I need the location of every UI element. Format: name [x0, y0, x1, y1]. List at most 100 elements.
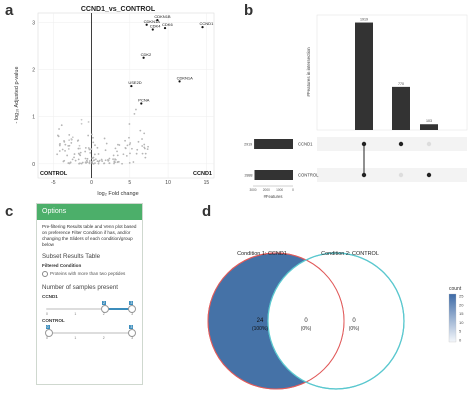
volcano-point	[80, 118, 83, 121]
volcano-point	[76, 140, 79, 142]
radio-icon[interactable]	[42, 271, 48, 277]
filtered-condition-label: Filtered Condition	[42, 263, 82, 268]
volcano-point	[112, 154, 115, 157]
volcano-point-label: CDK6	[162, 22, 173, 27]
volcano-point	[121, 162, 123, 165]
slider-track[interactable]	[46, 332, 133, 334]
volcano-point	[116, 161, 119, 163]
volcano-point	[77, 158, 80, 161]
volcano-point-label: CCND1	[200, 21, 215, 26]
volcano-point	[90, 148, 93, 151]
slider-track[interactable]	[46, 308, 133, 310]
volcano-point	[86, 161, 89, 163]
volcano-point	[73, 156, 75, 159]
panel-letter-d: d	[202, 203, 212, 220]
volcano-point	[68, 134, 71, 136]
venn-left-count: 24	[257, 318, 264, 324]
volcano-point	[116, 154, 119, 157]
upset-matrix-band	[317, 137, 467, 151]
volcano-point	[108, 157, 111, 160]
volcano-point	[87, 134, 90, 137]
volcano-point	[128, 123, 131, 125]
panel-letter-b: b	[244, 2, 254, 19]
volcano-point	[141, 152, 144, 155]
volcano-point	[101, 160, 104, 163]
volcano-point	[58, 150, 61, 152]
volcano-point	[64, 143, 67, 146]
volcano-plot-area	[37, 12, 215, 179]
venn-label-condition2: Condition 2: CONTROL	[321, 251, 379, 257]
volcano-point	[79, 154, 82, 157]
volcano-point	[143, 143, 146, 146]
upset-set-axis-tick: 3000	[249, 188, 256, 192]
volcano-point	[62, 160, 65, 163]
volcano-point	[87, 147, 90, 149]
upset-set-axis-tick: 1000	[276, 188, 283, 192]
volcano-point	[125, 154, 128, 157]
volcano-title: CCND1_vs_CONTROL	[81, 6, 156, 13]
volcano-point	[87, 121, 90, 123]
volcano-corner-left: CONTROL	[40, 171, 68, 177]
volcano-point	[107, 159, 110, 162]
volcano-point	[81, 161, 84, 164]
volcano-highlight-point	[130, 84, 133, 88]
volcano-point	[141, 138, 143, 140]
volcano-point	[97, 153, 100, 155]
volcano-corner-right: CCND1	[193, 171, 212, 177]
volcano-point	[137, 140, 140, 143]
volcano-point	[128, 161, 131, 164]
volcano-point	[68, 144, 71, 147]
volcano-point	[96, 146, 99, 149]
slider-high-handle[interactable]	[128, 329, 137, 337]
volcano-point	[85, 159, 88, 162]
volcano-point	[67, 148, 70, 150]
volcano-point	[86, 157, 89, 160]
volcano-point	[90, 133, 93, 136]
volcano-ylabel: - log₁₀ Adjusted p-value	[14, 66, 20, 123]
volcano-point	[112, 158, 114, 161]
volcano-point	[84, 147, 87, 149]
volcano-point	[66, 154, 69, 157]
slider-low-handle[interactable]	[44, 329, 53, 337]
panel-letter-a: a	[5, 2, 14, 19]
upset-set-name: CONTROL	[298, 173, 319, 178]
venn-intersection	[268, 260, 344, 382]
slider-low-handle[interactable]	[101, 305, 110, 313]
volcano-point-label: CDKN1B	[154, 14, 171, 19]
volcano-point	[92, 136, 94, 139]
upset-matrix-dot	[426, 141, 432, 147]
volcano-point	[114, 158, 116, 161]
volcano-point	[105, 142, 108, 145]
upset-set-axis-tick: 2000	[263, 188, 270, 192]
volcano-point	[91, 160, 93, 163]
volcano-point	[73, 153, 76, 155]
upset-ylabel: #Features in intersection	[306, 47, 311, 97]
volcano-point	[64, 149, 66, 152]
volcano-point-label: PCNA	[138, 98, 149, 103]
peptide-filter-radio[interactable]: Proteins with more than two peptides	[42, 271, 137, 277]
volcano-point	[113, 160, 116, 163]
volcano-highlight-point	[156, 18, 159, 22]
volcano-point	[74, 159, 77, 162]
volcano-point	[128, 136, 130, 139]
volcano-point	[131, 147, 133, 150]
volcano-y-tick: 0	[32, 162, 35, 168]
venn-right-count: 0	[352, 318, 356, 324]
volcano-point-label: CDK2	[141, 52, 152, 57]
volcano-point	[117, 143, 119, 146]
volcano-point	[91, 157, 94, 160]
slider-high-handle[interactable]	[128, 305, 137, 313]
volcano-x-tick: 0	[90, 180, 93, 186]
volcano-point	[88, 160, 91, 162]
volcano-point	[78, 162, 80, 165]
slider-low-value: 0	[45, 325, 50, 329]
volcano-point	[57, 135, 60, 138]
volcano-point	[58, 128, 60, 130]
volcano-highlight-point	[163, 26, 167, 30]
volcano-point	[70, 142, 73, 144]
volcano-point	[94, 158, 97, 161]
upset-matrix-dot	[398, 172, 404, 178]
